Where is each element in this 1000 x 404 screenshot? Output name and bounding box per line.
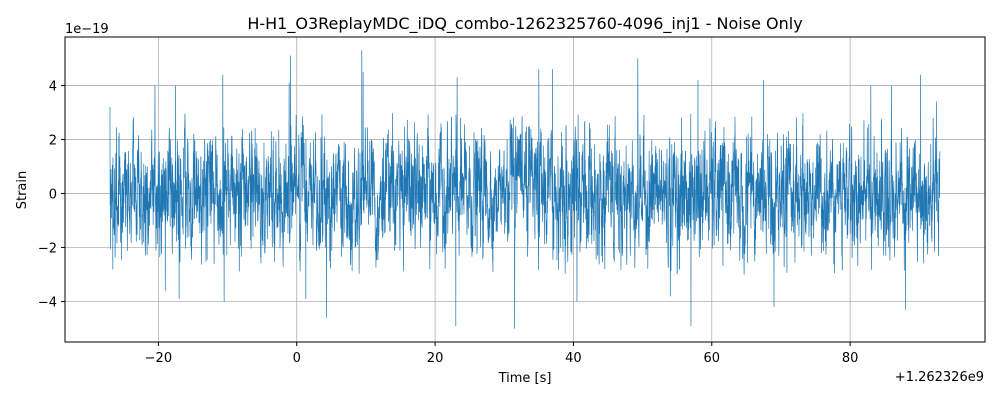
x-axis-label: Time [s] xyxy=(498,371,552,386)
y-tick-label: −2 xyxy=(38,242,57,257)
y-tick-label: 4 xyxy=(49,80,57,95)
x-offset-label: +1.262326e9 xyxy=(895,370,984,385)
strain-trace xyxy=(109,50,941,329)
series-line xyxy=(109,50,941,329)
x-tick-label: 20 xyxy=(427,351,444,366)
x-tick-label: 40 xyxy=(565,351,582,366)
y-axis-ticks: −4 −2 0 2 4 xyxy=(38,80,65,311)
x-axis-ticks: −20 0 20 40 60 80 xyxy=(145,342,859,366)
grid xyxy=(65,37,985,342)
y-tick-label: 2 xyxy=(49,134,57,149)
x-tick-label: 60 xyxy=(703,351,720,366)
y-tick-label: 0 xyxy=(49,188,57,203)
chart-title: H-H1_O3ReplayMDC_iDQ_combo-1262325760-40… xyxy=(247,14,802,34)
y-axis-label: Strain xyxy=(15,171,30,210)
x-tick-label: −20 xyxy=(145,351,172,366)
x-tick-label: 80 xyxy=(842,351,859,366)
x-tick-label: 0 xyxy=(293,351,301,366)
plot-frame xyxy=(64,36,986,343)
y-scale-label: 1e−19 xyxy=(65,22,109,37)
y-tick-label: −4 xyxy=(38,296,57,311)
